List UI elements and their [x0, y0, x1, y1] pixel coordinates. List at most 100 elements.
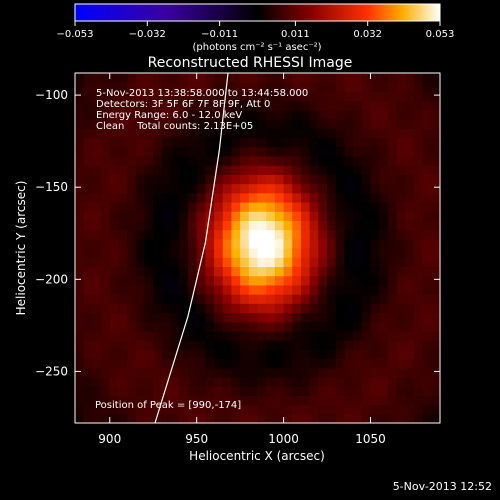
heatmap-pixel — [361, 137, 372, 148]
heatmap-pixel — [196, 100, 206, 111]
heatmap-pixel — [335, 165, 346, 175]
heatmap-pixel — [144, 137, 154, 148]
heatmap-pixel — [387, 404, 398, 415]
heatmap-pixel — [231, 201, 241, 212]
heatmap-pixel — [266, 109, 276, 120]
heatmap-pixel — [361, 413, 372, 423]
heatmap-pixel — [240, 248, 250, 258]
heatmap-pixel — [396, 303, 406, 314]
heatmap-pixel — [309, 109, 319, 120]
heatmap-pixel — [335, 82, 346, 93]
heatmap-pixel — [309, 275, 319, 286]
heatmap-pixel — [135, 229, 146, 240]
heatmap-pixel — [153, 155, 163, 166]
heatmap-pixel — [214, 395, 224, 406]
heatmap-pixel — [274, 257, 285, 268]
heatmap-pixel — [370, 238, 380, 249]
heatmap-pixel — [257, 275, 267, 286]
heatmap-pixel — [205, 349, 215, 360]
colorbar-tick-label: −0.053 — [56, 29, 93, 40]
heatmap-pixel — [335, 404, 346, 415]
heatmap-pixel — [196, 174, 206, 185]
heatmap-pixel — [118, 367, 128, 378]
heatmap-pixel — [118, 229, 128, 240]
heatmap-pixel — [422, 367, 432, 378]
heatmap-pixel — [179, 174, 189, 185]
heatmap-pixel — [431, 275, 440, 286]
heatmap-pixel — [240, 137, 250, 148]
heatmap-pixel — [144, 119, 154, 129]
heatmap-pixel — [318, 395, 328, 406]
heatmap-pixel — [222, 395, 233, 406]
heatmap-pixel — [405, 165, 415, 175]
heatmap-pixel — [170, 349, 180, 360]
heatmap-pixel — [300, 303, 311, 314]
heatmap-pixel — [387, 257, 398, 268]
heatmap-pixel — [257, 137, 267, 148]
heatmap-pixel — [292, 183, 302, 194]
heatmap-pixel — [396, 220, 406, 231]
heatmap-pixel — [83, 312, 93, 323]
heatmap-pixel — [370, 183, 380, 194]
heatmap-pixel — [309, 358, 319, 369]
heatmap-pixel — [257, 386, 267, 396]
heatmap-pixel — [396, 266, 406, 277]
colorbar-label: (photons cm⁻² s⁻¹ asec⁻²) — [192, 42, 321, 53]
heatmap-pixel — [361, 312, 372, 323]
heatmap-pixel — [370, 201, 380, 212]
heatmap-pixel — [292, 367, 302, 378]
heatmap-pixel — [335, 73, 346, 83]
heatmap-pixel — [127, 395, 137, 406]
heatmap-pixel — [196, 137, 206, 148]
y-axis-label: Heliocentric Y (arcsec) — [14, 181, 28, 316]
heatmap-pixel — [413, 349, 424, 360]
heatmap-pixel — [309, 413, 319, 423]
heatmap-pixel — [370, 358, 380, 369]
heatmap-pixel — [413, 82, 424, 93]
heatmap-pixel — [214, 174, 224, 185]
heatmap-pixel — [187, 248, 198, 258]
heatmap-pixel — [196, 367, 206, 378]
heatmap-pixel — [344, 82, 354, 93]
heatmap-pixel — [335, 155, 346, 166]
heatmap-pixel — [101, 119, 111, 129]
heatmap-pixel — [248, 321, 259, 332]
heatmap-pixel — [300, 275, 311, 286]
x-tick-label: 900 — [98, 432, 121, 446]
heatmap-pixel — [413, 275, 424, 286]
heatmap-pixel — [240, 201, 250, 212]
heatmap-pixel — [240, 220, 250, 231]
heatmap-pixel — [413, 340, 424, 350]
heatmap-pixel — [75, 349, 85, 360]
heatmap-pixel — [266, 238, 276, 249]
heatmap-pixel — [387, 192, 398, 203]
heatmap-pixel — [370, 137, 380, 148]
heatmap-pixel — [274, 376, 285, 387]
heatmap-pixel — [127, 73, 137, 83]
heatmap-pixel — [300, 73, 311, 83]
heatmap-pixel — [370, 155, 380, 166]
heatmap-pixel — [196, 165, 206, 175]
heatmap-pixel — [83, 192, 93, 203]
heatmap-pixel — [257, 238, 267, 249]
heatmap-pixel — [222, 367, 233, 378]
heatmap-pixel — [274, 340, 285, 350]
heatmap-pixel — [396, 294, 406, 304]
heatmap-pixel — [222, 128, 233, 139]
heatmap-pixel — [309, 340, 319, 350]
heatmap-pixel — [179, 100, 189, 111]
heatmap-pixel — [144, 238, 154, 249]
heatmap-pixel — [266, 358, 276, 369]
heatmap-pixel — [240, 183, 250, 194]
heatmap-pixel — [196, 155, 206, 166]
heatmap-pixel — [196, 358, 206, 369]
heatmap-pixel — [413, 73, 424, 83]
heatmap-pixel — [179, 192, 189, 203]
heatmap-pixel — [370, 248, 380, 258]
heatmap-pixel — [396, 82, 406, 93]
heatmap-pixel — [344, 294, 354, 304]
heatmap-pixel — [109, 119, 120, 129]
heatmap-pixel — [327, 321, 337, 332]
heatmap-pixel — [396, 284, 406, 295]
heatmap-pixel — [387, 119, 398, 129]
